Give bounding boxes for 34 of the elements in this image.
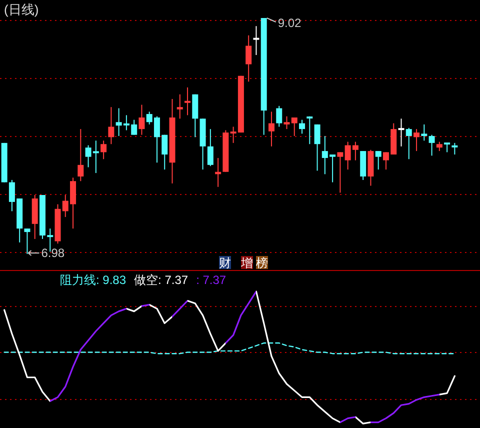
candlestick bbox=[276, 105, 282, 128]
candlestick bbox=[375, 150, 382, 170]
candlestick bbox=[176, 94, 183, 120]
candlestick bbox=[78, 128, 84, 182]
candlestick bbox=[398, 118, 404, 147]
annotation: 9.02 bbox=[278, 16, 302, 30]
candlestick bbox=[253, 26, 260, 56]
candlestick bbox=[138, 104, 145, 136]
candlestick bbox=[428, 134, 435, 156]
candlestick bbox=[207, 128, 214, 167]
candlestick bbox=[246, 34, 252, 82]
text: 榜 bbox=[256, 256, 268, 270]
candlestick bbox=[100, 140, 107, 160]
candlestick bbox=[337, 152, 344, 194]
text: 增 bbox=[240, 256, 253, 270]
candlestick bbox=[314, 124, 320, 172]
candlestick bbox=[24, 228, 30, 254]
candlestick bbox=[306, 116, 313, 145]
candlestick bbox=[406, 127, 412, 160]
candlestick bbox=[414, 128, 420, 152]
chart-title: (日线) bbox=[4, 2, 39, 17]
candlestick bbox=[444, 142, 450, 153]
series-label: 做空: 7.37 bbox=[134, 273, 188, 287]
text: : 7.37 bbox=[196, 273, 226, 287]
text: 阻力线: 9.83 bbox=[60, 273, 126, 287]
annotation: 6.98 bbox=[41, 246, 65, 260]
candlestick bbox=[421, 124, 428, 142]
candlestick bbox=[108, 106, 114, 145]
candlestick bbox=[436, 141, 442, 152]
candlestick bbox=[268, 111, 274, 147]
candlestick bbox=[184, 86, 191, 116]
candlestick bbox=[299, 119, 306, 134]
candlestick bbox=[452, 142, 458, 156]
text: 财 bbox=[219, 256, 231, 270]
